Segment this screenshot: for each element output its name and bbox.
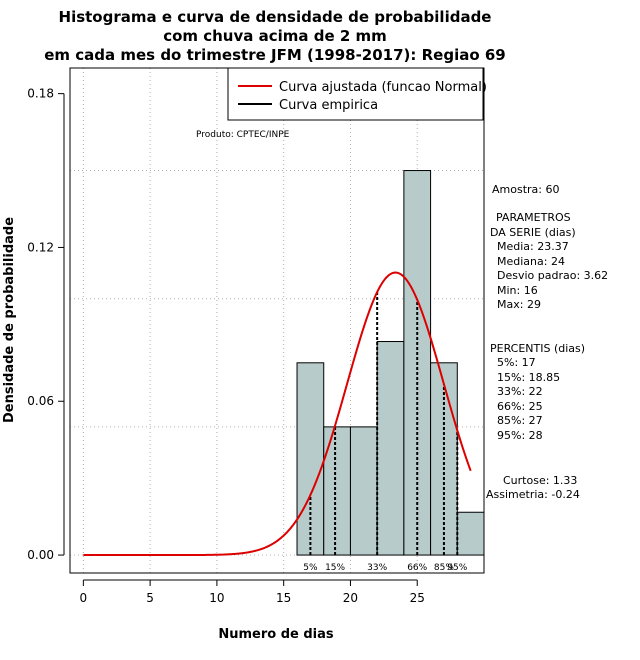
x-tick-label: 5	[146, 591, 154, 605]
stat-curtose: Curtose: 1.33	[503, 474, 577, 487]
y-axis-title: Densidade de probabilidade	[2, 217, 17, 423]
percentile-label: 66%	[407, 563, 427, 573]
y-tick-label: 0.06	[27, 394, 54, 408]
y-tick-label: 0.18	[27, 87, 54, 101]
stat-p5: 5%: 17	[497, 356, 536, 369]
stat-param-title-2: DA SERIE (dias)	[490, 226, 576, 239]
percentile-lines	[309, 292, 459, 556]
stat-media: Media: 23.37	[497, 240, 569, 253]
legend-label-empirical: Curva empirica	[279, 98, 378, 113]
product-label: Produto: CPTEC/INPE	[196, 130, 290, 140]
chart-title-line-3: em cada mes do trimestre JFM (1998-2017)…	[44, 46, 506, 64]
stat-perc-title: PERCENTIS (dias)	[490, 342, 585, 355]
x-tick-label: 15	[276, 591, 291, 605]
stat-amostra: Amostra: 60	[492, 183, 559, 196]
chart-title-line-2: com chuva acima de 2 mm	[163, 27, 387, 45]
stat-max: Max: 29	[497, 298, 541, 311]
stat-mediana: Mediana: 24	[497, 255, 565, 268]
x-tick-label: 20	[343, 591, 358, 605]
percentile-label: 5%	[303, 563, 318, 573]
x-axis-title: Numero de dias	[218, 627, 334, 642]
histogram-bar	[296, 362, 325, 556]
legend-label-normal: Curva ajustada (funcao Normal)	[279, 80, 487, 95]
histogram-bars	[296, 170, 485, 556]
x-tick-label: 0	[80, 591, 88, 605]
legend-box	[227, 67, 484, 121]
stat-p85: 85%: 27	[497, 414, 543, 427]
histogram-bar	[456, 511, 485, 556]
stat-p66: 66%: 25	[497, 400, 543, 413]
percentile-label: 85%	[434, 563, 454, 573]
percentile-labels: 5% 15% 33% 66% 85%95%	[303, 563, 467, 573]
stat-p95: 95%: 28	[497, 429, 543, 442]
percentile-label: 33%	[367, 563, 387, 573]
stat-param-title-1: PARAMETROS	[496, 211, 571, 224]
stat-min: Min: 16	[497, 284, 538, 297]
stat-assimetria: Assimetria: -0.24	[486, 488, 580, 501]
y-axis: 0.00 0.06 0.12 0.18	[27, 87, 65, 562]
chart-title-line-1: Histograma e curva de densidade de proba…	[59, 8, 492, 26]
histogram-bar	[376, 341, 405, 556]
legend: Curva ajustada (funcao Normal) Curva emp…	[227, 67, 487, 121]
percentile-label: 15%	[325, 563, 345, 573]
histogram-bar	[349, 426, 378, 556]
normal-curve	[83, 271, 472, 557]
x-tick-label: 25	[410, 591, 425, 605]
y-tick-label: 0.12	[27, 240, 54, 254]
stats-panel: Amostra: 60 PARAMETROS DA SERIE (dias) M…	[486, 183, 608, 501]
x-tick-label: 10	[209, 591, 224, 605]
y-tick-label: 0.00	[27, 548, 54, 562]
x-axis: 0 5 10 15 20 25	[80, 579, 425, 605]
normal-curve-group	[83, 271, 472, 557]
stat-p15: 15%: 18.85	[497, 371, 560, 384]
stat-desvio: Desvio padrao: 3.62	[497, 269, 608, 282]
percentile-label: 95%	[447, 563, 467, 573]
stat-p33: 33%: 22	[497, 385, 543, 398]
